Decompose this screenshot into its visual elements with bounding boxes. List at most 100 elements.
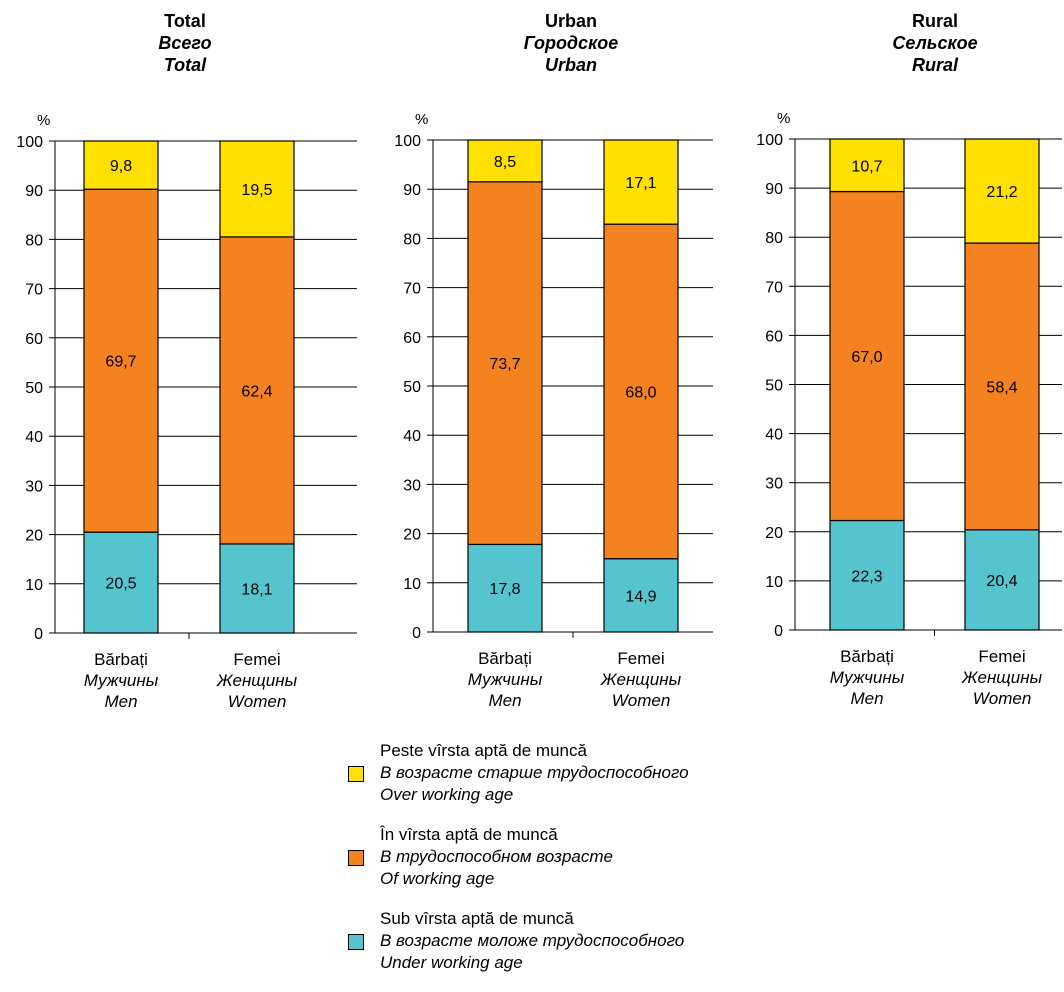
bar-segment-over — [829, 138, 905, 193]
y-axis-label: % — [777, 110, 790, 127]
data-label: 58,4 — [986, 379, 1017, 396]
bar-segment-working — [219, 236, 295, 545]
data-label: 62,4 — [241, 383, 272, 400]
data-label: 8,5 — [494, 154, 516, 171]
y-tick-label: 100 — [756, 132, 783, 149]
legend-label-ru: В возрасте моложе трудоспособного — [380, 931, 685, 950]
y-tick-label: 10 — [25, 577, 43, 594]
y-tick-label: 100 — [394, 133, 421, 150]
y-tick-label: 90 — [765, 181, 783, 198]
y-tick-label: 10 — [765, 574, 783, 591]
y-tick-label: 10 — [403, 576, 421, 593]
y-tick-label: 50 — [403, 379, 421, 396]
y-tick-label: 100 — [16, 134, 43, 151]
data-label: 17,1 — [625, 175, 656, 192]
data-label: 9,8 — [110, 158, 132, 175]
legend-label-en: Of working age — [380, 869, 495, 888]
x-tick-label: Мужчины — [830, 668, 905, 687]
legend-label-ru: В трудоспособном возрасте — [380, 847, 613, 866]
x-tick-label: Men — [488, 691, 521, 710]
y-tick-label: 80 — [765, 230, 783, 247]
x-tick-label: Женщины — [961, 668, 1043, 687]
legend-label-ro: În vîrsta aptă de muncă — [380, 825, 558, 844]
y-tick-label: 0 — [412, 625, 421, 642]
x-tick-label: Women — [973, 689, 1032, 708]
y-tick-label: 0 — [34, 626, 43, 643]
bar-segment-over — [83, 140, 159, 190]
data-label: 69,7 — [105, 354, 136, 371]
data-label: 73,7 — [489, 356, 520, 373]
y-tick-label: 60 — [403, 330, 421, 347]
data-label: 10,7 — [851, 158, 882, 175]
y-tick-label: 80 — [403, 231, 421, 248]
y-tick-label: 20 — [25, 528, 43, 545]
bar-segment-over — [603, 139, 679, 225]
chart-title-line: Urban — [545, 11, 597, 31]
data-label: 20,5 — [105, 576, 136, 593]
legend-label-ro: Peste vîrsta aptă de muncă — [380, 741, 587, 760]
bar-segment-working — [964, 242, 1040, 531]
bar-segment-over — [467, 139, 543, 183]
y-tick-label: 70 — [765, 279, 783, 296]
legend-swatch-working — [348, 850, 364, 866]
x-tick-label: Women — [612, 691, 671, 710]
legend-label-ro: Sub vîrsta aptă de muncă — [380, 909, 574, 928]
legend-item-working: În vîrsta aptă de muncă В трудоспособном… — [348, 824, 868, 896]
x-tick-label: Bărbați — [478, 649, 532, 668]
legend-label-en: Under working age — [380, 953, 523, 972]
y-tick-label: 20 — [403, 527, 421, 544]
legend-item-over: Peste vîrsta aptă de muncă В возрасте ст… — [348, 740, 868, 812]
y-tick-label: 30 — [25, 478, 43, 495]
chart-title-line: Rural — [912, 11, 958, 31]
y-tick-label: 90 — [403, 182, 421, 199]
data-label: 68,0 — [625, 384, 656, 401]
y-tick-label: 90 — [25, 183, 43, 200]
x-tick-label: Women — [228, 692, 287, 711]
y-axis-label: % — [415, 111, 428, 128]
chart-title-line: Urban — [545, 55, 597, 75]
chart-title-line: Total — [164, 55, 207, 75]
chart-title-line: Rural — [912, 55, 959, 75]
legend-item-under: Sub vîrsta aptă de muncă В возрасте моло… — [348, 908, 868, 980]
x-tick-label: Bărbați — [94, 650, 148, 669]
x-tick-label: Femei — [233, 650, 280, 669]
data-label: 14,9 — [625, 588, 656, 605]
y-tick-label: 0 — [774, 623, 783, 640]
y-tick-label: 70 — [25, 282, 43, 299]
data-label: 17,8 — [489, 581, 520, 598]
bar-segment-under — [603, 558, 679, 633]
y-tick-label: 50 — [25, 380, 43, 397]
x-tick-label: Женщины — [216, 671, 298, 690]
y-tick-label: 50 — [765, 378, 783, 395]
x-tick-label: Femei — [617, 649, 664, 668]
legend-swatch-under — [348, 934, 364, 950]
bar-segment-working — [603, 223, 679, 560]
legend: Peste vîrsta aptă de muncă В возрасте ст… — [348, 740, 868, 992]
y-tick-label: 20 — [765, 525, 783, 542]
x-tick-label: Femei — [978, 647, 1025, 666]
x-tick-label: Men — [850, 689, 883, 708]
y-tick-label: 30 — [403, 477, 421, 494]
bar-segment-over — [219, 140, 295, 238]
y-tick-label: 80 — [25, 232, 43, 249]
y-tick-label: 30 — [765, 476, 783, 493]
bar-segment-working — [467, 181, 543, 546]
chart-title-line: Сельское — [892, 33, 977, 53]
y-tick-label: 40 — [25, 429, 43, 446]
chart-title-line: Городское — [524, 33, 618, 53]
y-tick-label: 60 — [25, 331, 43, 348]
data-label: 20,4 — [986, 573, 1017, 590]
bar-segment-working — [83, 188, 159, 533]
x-tick-label: Men — [104, 692, 137, 711]
y-tick-label: 60 — [765, 328, 783, 345]
data-label: 21,2 — [986, 184, 1017, 201]
chart-title-line: Total — [164, 11, 206, 31]
y-axis-label: % — [37, 112, 50, 129]
bar-segment-under — [964, 529, 1040, 631]
legend-label-en: Over working age — [380, 785, 514, 804]
data-label: 22,3 — [851, 568, 882, 585]
bar-segment-under — [83, 531, 159, 634]
chart-title-line: Всего — [158, 33, 211, 53]
y-tick-label: 40 — [403, 428, 421, 445]
